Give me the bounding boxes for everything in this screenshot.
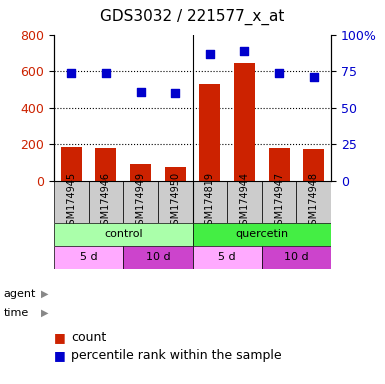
Text: ▶: ▶ (40, 308, 48, 318)
Text: GSM174947: GSM174947 (274, 172, 284, 232)
Bar (123, 246, 192, 269)
Text: GSM174948: GSM174948 (309, 172, 319, 232)
Bar (199, 84, 220, 181)
Bar (123, 181, 158, 223)
Point (207, 51, 213, 57)
Point (172, 90, 178, 96)
Bar (269, 148, 290, 181)
Point (241, 48, 248, 54)
Bar (54, 181, 89, 223)
Text: 5 d: 5 d (80, 252, 97, 262)
Bar (262, 181, 296, 223)
Point (276, 70, 282, 76)
Text: GSM174946: GSM174946 (101, 172, 111, 232)
Text: 5 d: 5 d (218, 252, 236, 262)
Text: agent: agent (4, 289, 36, 299)
Bar (54, 223, 192, 246)
Bar (296, 181, 331, 223)
Text: ▶: ▶ (40, 289, 48, 299)
Bar (54, 246, 123, 269)
Text: ■: ■ (54, 331, 66, 344)
Bar (303, 149, 324, 181)
Text: control: control (104, 229, 142, 239)
Text: 10 d: 10 d (146, 252, 170, 262)
Text: GSM174944: GSM174944 (239, 172, 249, 232)
Text: 10 d: 10 d (284, 252, 309, 262)
Bar (95, 148, 116, 181)
Bar (192, 181, 227, 223)
Bar (61, 147, 82, 181)
Text: GSM174819: GSM174819 (205, 172, 215, 232)
Text: GDS3032 / 221577_x_at: GDS3032 / 221577_x_at (100, 9, 285, 25)
Bar (227, 181, 262, 223)
Text: GSM174950: GSM174950 (170, 172, 180, 232)
Text: count: count (71, 331, 107, 344)
Text: GSM174945: GSM174945 (66, 172, 76, 232)
Point (103, 70, 109, 76)
Bar (158, 181, 192, 223)
Bar (165, 167, 186, 181)
Bar (130, 164, 151, 181)
Text: percentile rank within the sample: percentile rank within the sample (71, 349, 282, 362)
Text: time: time (4, 308, 29, 318)
Point (311, 74, 317, 80)
Text: ■: ■ (54, 349, 66, 362)
Text: quercetin: quercetin (235, 229, 288, 239)
Bar (192, 246, 262, 269)
Bar (192, 223, 331, 246)
Bar (234, 63, 255, 181)
Bar (89, 181, 123, 223)
Point (68, 70, 74, 76)
Bar (262, 246, 331, 269)
Text: GSM174949: GSM174949 (136, 172, 146, 232)
Point (137, 89, 144, 95)
